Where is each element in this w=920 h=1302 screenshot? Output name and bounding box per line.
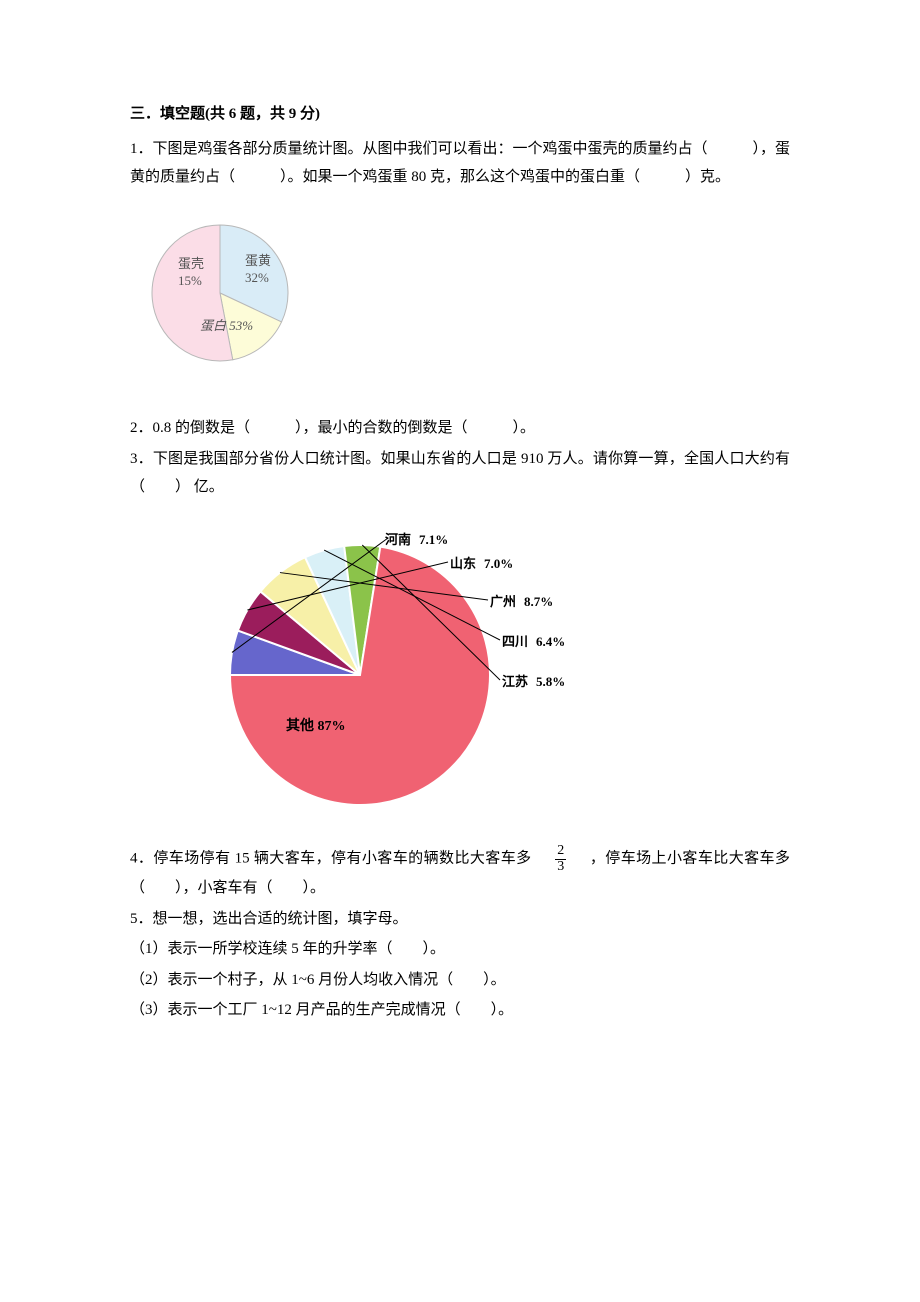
svg-text:其他 87%: 其他 87% [286, 717, 346, 734]
pie-legend-item: 四川6.4% [502, 630, 565, 655]
q4-frac-den: 3 [555, 860, 566, 875]
pie-legend-item: 广州8.7% [490, 590, 553, 615]
svg-text:蛋白 53%: 蛋白 53% [200, 318, 253, 333]
q4-fraction: 2 3 [555, 844, 566, 874]
pie-legend-item: 江苏5.8% [502, 670, 565, 695]
svg-text:32%: 32% [245, 270, 269, 285]
q5-s3: （3）表示一个工厂 1~12 月产品的生产完成情况（ ）。 [130, 996, 790, 1025]
q1-pie-chart: 蛋黄 32% 蛋壳 15% 蛋白 53% [130, 210, 790, 391]
q1-text: 1．下图是鸡蛋各部分质量统计图。从图中我们可以看出：一个鸡蛋中蛋壳的质量约占（ … [130, 135, 790, 192]
q2-text: 2．0.8 的倒数是（ ），最小的合数的倒数是（ ）。 [130, 414, 790, 443]
pie-legend-item: 山东7.0% [450, 552, 513, 577]
svg-text:蛋壳: 蛋壳 [178, 256, 204, 271]
q5-s2: （2）表示一个村子，从 1~6 月份人均收入情况（ ）。 [130, 966, 790, 995]
q5-s1: （1）表示一所学校连续 5 年的升学率（ ）。 [130, 935, 790, 964]
q3-text: 3．下图是我国部分省份人口统计图。如果山东省的人口是 910 万人。请你算一算，… [130, 445, 790, 502]
pie-legend-item: 河南7.1% [385, 528, 448, 553]
q3-pie-chart: 其他 87% 河南7.1%山东7.0% 广州8.7% 四川6.4% 江苏5.8% [190, 520, 790, 821]
svg-text:蛋黄: 蛋黄 [245, 253, 271, 268]
q4-frac-num: 2 [555, 844, 566, 860]
svg-text:15%: 15% [178, 273, 202, 288]
q4-pre: 4．停车场停有 15 辆大客车，停有小客车的辆数比大客车多 [130, 851, 547, 867]
q4-text: 4．停车场停有 15 辆大客车，停有小客车的辆数比大客车多 2 3 ，停车场上小… [130, 844, 790, 903]
section-heading: 三．填空题(共 6 题，共 9 分) [130, 100, 790, 129]
q5-stem: 5．想一想，选出合适的统计图，填字母。 [130, 905, 790, 934]
